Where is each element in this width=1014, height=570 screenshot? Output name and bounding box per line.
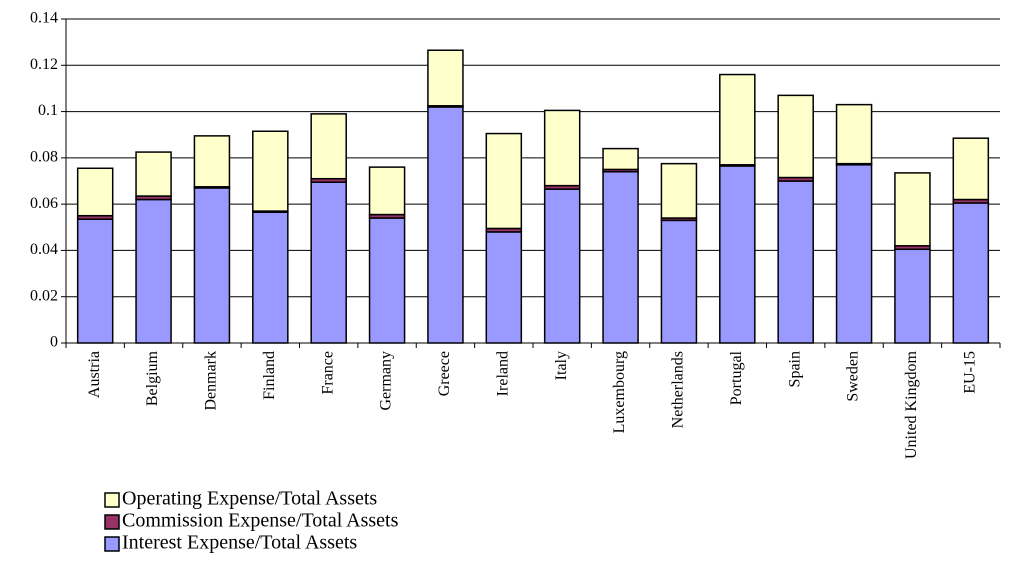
- bar-segment: [485, 231, 523, 344]
- x-tick-label: Denmark: [203, 351, 220, 411]
- bar-segment: [368, 217, 406, 344]
- bar-segment: [543, 188, 581, 344]
- bar-segment: [427, 106, 464, 344]
- x-tick-label: EU-15: [961, 351, 978, 394]
- x-tick-label: France: [319, 351, 336, 395]
- bar-segment: [427, 49, 464, 107]
- x-tick-label: Ireland: [494, 351, 511, 396]
- x-tick-label: Italy: [553, 351, 570, 380]
- y-tick-label: 0.02: [30, 287, 58, 304]
- bar-segment: [952, 202, 990, 344]
- bar-segment: [719, 73, 756, 166]
- bar-segment: [310, 181, 347, 344]
- x-tick-label: Finland: [261, 351, 278, 400]
- bar-segment: [777, 180, 814, 344]
- bar-segment: [368, 166, 406, 216]
- x-tick-label: Greece: [436, 351, 453, 396]
- x-tick-label: Portugal: [728, 350, 745, 405]
- x-tick-label: Netherlands: [670, 351, 687, 428]
- legend-label: Interest Expense/Total Assets: [122, 532, 357, 554]
- bar-segment: [660, 219, 698, 344]
- x-tick-label: Germany: [378, 351, 395, 411]
- bar-segment: [310, 113, 347, 180]
- bar-segment: [76, 218, 114, 344]
- bar-segment: [835, 103, 873, 165]
- legend-swatch: [104, 492, 120, 508]
- y-tick-label: 0.08: [30, 149, 58, 166]
- bar-segment: [602, 170, 639, 344]
- bar-segment: [76, 167, 114, 217]
- bar-segment: [777, 94, 814, 179]
- bar-segment: [952, 137, 990, 201]
- y-tick-label: 0.12: [30, 56, 58, 73]
- bar-segment: [485, 132, 523, 230]
- bar-segment: [894, 248, 931, 344]
- legend-swatch: [104, 514, 120, 530]
- legend-label: Operating Expense/Total Assets: [122, 488, 377, 510]
- y-tick-label: 0.04: [30, 241, 58, 258]
- bar-segment: [543, 109, 581, 187]
- bar-segment: [660, 162, 698, 219]
- y-tick-label: 0.14: [30, 10, 58, 27]
- x-tick-label: Austria: [86, 351, 103, 398]
- x-tick-label: Luxembourg: [611, 351, 628, 433]
- bar-segment: [135, 198, 172, 344]
- bar-segment: [602, 147, 639, 171]
- legend-swatch: [104, 536, 120, 552]
- bar-segment: [193, 187, 231, 344]
- y-tick-label: 0.06: [30, 195, 58, 212]
- bar-segment: [894, 172, 931, 247]
- x-tick-label: Sweden: [845, 351, 862, 402]
- y-tick-label: 0: [50, 334, 58, 351]
- bar-segment: [135, 151, 172, 197]
- bar-segment: [835, 164, 873, 344]
- bar-segment: [252, 211, 289, 344]
- bar-segment: [193, 135, 231, 188]
- bar-segment: [719, 165, 756, 344]
- y-tick-label: 0.1: [38, 102, 58, 119]
- x-tick-label: Belgium: [144, 350, 161, 406]
- bar-segment: [252, 130, 289, 212]
- x-tick-label: United Kingdom: [903, 350, 920, 459]
- legend-label: Commission Expense/Total Assets: [122, 510, 399, 532]
- x-tick-label: Spain: [786, 351, 803, 387]
